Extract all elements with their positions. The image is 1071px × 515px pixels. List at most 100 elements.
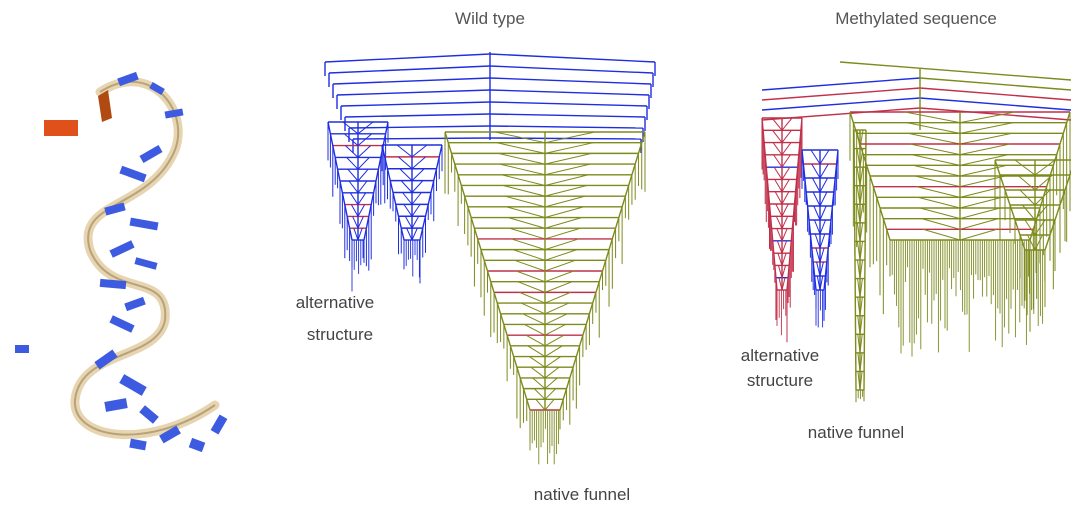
branch: [503, 185, 545, 196]
base: [165, 108, 184, 118]
branch: [920, 98, 1071, 110]
branch: [923, 229, 960, 240]
base: [134, 257, 157, 269]
branch: [404, 204, 412, 216]
branch: [513, 250, 545, 261]
branch: [345, 146, 358, 158]
base: [119, 374, 147, 396]
branch: [350, 193, 358, 205]
branch: [960, 187, 1003, 198]
base: [109, 315, 134, 332]
branch: [500, 164, 545, 175]
branch: [518, 282, 545, 293]
branch: [545, 357, 561, 368]
branch: [358, 134, 372, 146]
branch: [773, 143, 782, 155]
branch: [774, 155, 782, 167]
branch: [777, 229, 782, 241]
branch: [960, 219, 998, 230]
branch: [545, 292, 570, 303]
branch: [820, 178, 828, 192]
branch: [545, 218, 582, 229]
branch: [960, 208, 1000, 219]
branch: [910, 144, 960, 155]
branch: [353, 138, 490, 139]
branch: [545, 164, 590, 175]
branch: [1023, 205, 1036, 220]
branch: [545, 153, 592, 164]
branch: [358, 205, 365, 217]
branch: [920, 208, 960, 219]
rna-structure: [15, 72, 227, 452]
panel-title: Wild type: [455, 9, 525, 28]
branch: [820, 206, 826, 220]
branch: [545, 260, 575, 271]
branch: [407, 228, 412, 240]
branch: [545, 367, 559, 378]
branch: [495, 132, 545, 143]
branch: [918, 197, 960, 208]
branch: [347, 157, 358, 169]
wild-type-graph: [325, 52, 655, 464]
branch: [358, 157, 369, 169]
branch: [534, 389, 545, 400]
branch: [820, 220, 826, 234]
base: [130, 218, 159, 231]
branch: [775, 179, 782, 191]
branch: [812, 178, 820, 192]
branch: [412, 228, 417, 240]
base: [119, 166, 146, 182]
branch: [820, 234, 825, 248]
branch: [820, 150, 829, 164]
branch: [812, 164, 820, 178]
branch: [545, 378, 557, 389]
branch: [915, 176, 960, 187]
branch: [545, 175, 588, 186]
branch: [1035, 205, 1048, 220]
branch: [762, 98, 920, 110]
branch: [490, 114, 645, 117]
branch: [782, 204, 788, 216]
branch: [412, 193, 422, 205]
branch: [351, 205, 358, 217]
branch: [520, 292, 545, 303]
branch: [397, 145, 412, 157]
base: [15, 345, 29, 353]
branch: [782, 167, 790, 179]
methyl-base: [44, 120, 78, 136]
branch: [545, 196, 585, 207]
branch: [526, 335, 545, 346]
base: [189, 438, 206, 452]
branch: [782, 130, 791, 142]
branch: [345, 114, 490, 117]
methyl-site: [98, 90, 112, 122]
branch: [782, 216, 788, 228]
branch: [545, 228, 580, 239]
branch: [774, 167, 782, 179]
branch: [913, 165, 960, 176]
branch: [358, 216, 363, 228]
branch: [523, 314, 545, 325]
branch: [490, 102, 647, 106]
branch: [960, 144, 1010, 155]
base: [109, 240, 134, 257]
branch: [1035, 235, 1043, 250]
branch: [815, 220, 821, 234]
branch: [325, 54, 490, 62]
branch: [511, 239, 545, 250]
annotation: alternative: [296, 293, 374, 312]
branch: [358, 169, 368, 181]
branch: [905, 112, 960, 123]
annotation: native funnel: [808, 423, 904, 442]
branch: [528, 346, 545, 357]
branch: [545, 314, 567, 325]
base: [139, 405, 159, 423]
branch: [782, 143, 791, 155]
panel-title: Methylated sequence: [835, 9, 997, 28]
branch: [490, 66, 653, 73]
branch: [412, 181, 423, 193]
branch: [840, 62, 1071, 80]
branch: [1015, 160, 1035, 175]
branch: [776, 204, 782, 216]
branch: [820, 164, 828, 178]
